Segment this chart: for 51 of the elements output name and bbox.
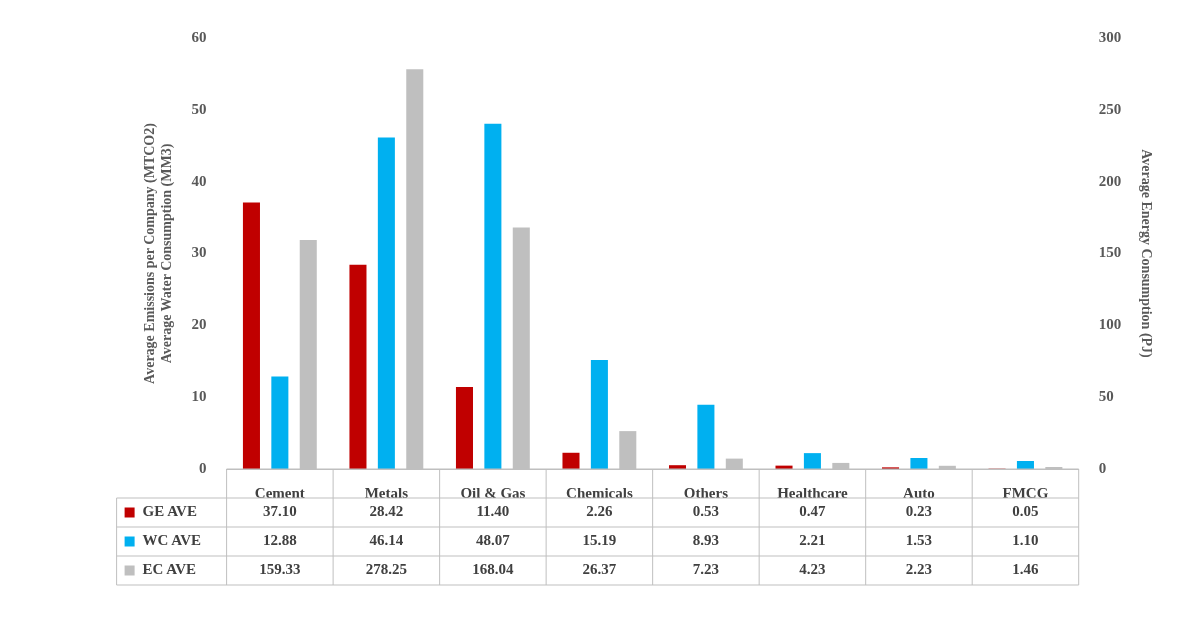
data-label: 28.42 — [369, 503, 404, 520]
y2-tick-label: 50 — [1098, 388, 1114, 405]
data-label: 2.23 — [905, 561, 933, 578]
y-axis-title: Average Emissions per Company (MTCO2) Average Water Consumption (MM3) — [142, 122, 175, 384]
data-label: 1.53 — [905, 532, 933, 549]
x-tick-label: Auto — [903, 484, 935, 501]
data-label: 48.07 — [476, 532, 511, 549]
y2-axis-title: Average Energy Consumption (PJ) — [1137, 149, 1154, 359]
legend-label: GE AVE — [142, 503, 197, 520]
data-label: 15.19 — [582, 532, 617, 549]
data-label: 4.23 — [799, 561, 826, 578]
data-label: 159.33 — [259, 561, 301, 578]
x-tick-label: Oil & Gas — [460, 484, 526, 501]
x-tick-label: FMCG — [1002, 484, 1049, 501]
legend-label: EC AVE — [142, 561, 197, 578]
data-label: 168.04 — [472, 561, 515, 578]
y-tick-label: 30 — [191, 244, 207, 261]
y2-tick-label: 200 — [1098, 172, 1122, 189]
data-label: 278.25 — [365, 561, 407, 578]
data-label: 0.05 — [1012, 503, 1039, 520]
data-label: 12.88 — [262, 532, 297, 549]
x-tick-label: Cement — [254, 484, 305, 501]
y-tick-label: 0 — [199, 459, 207, 476]
data-label: 26.37 — [582, 561, 617, 578]
x-tick-label: Chemicals — [566, 484, 633, 501]
data-label: 2.21 — [799, 532, 826, 549]
x-tick-label: Others — [683, 484, 729, 501]
data-label: 0.53 — [692, 503, 720, 520]
y2-tick-label: 250 — [1098, 100, 1122, 117]
data-label: 1.10 — [1012, 532, 1039, 549]
data-label: 1.46 — [1012, 561, 1040, 578]
y-tick-label: 40 — [191, 172, 207, 189]
x-tick-label: Healthcare — [777, 484, 849, 501]
data-label: 8.93 — [692, 532, 720, 549]
y2-tick-label: 0 — [1098, 459, 1107, 476]
y-tick-label: 60 — [191, 28, 207, 45]
y-tick-label: 20 — [191, 316, 207, 333]
legend-label: WC AVE — [142, 532, 202, 549]
data-label: 46.14 — [369, 532, 404, 549]
data-label: 2.26 — [586, 503, 614, 520]
data-label: 37.10 — [262, 503, 297, 520]
y-tick-label: 10 — [191, 388, 207, 405]
y2-tick-label: 300 — [1098, 28, 1122, 45]
y-tick-label: 50 — [191, 100, 207, 117]
data-label: 0.47 — [799, 503, 827, 520]
y2-tick-label: 150 — [1098, 244, 1122, 261]
x-tick-label: Metals — [364, 484, 409, 501]
data-label: 11.40 — [476, 503, 510, 520]
data-label: 7.23 — [692, 561, 720, 578]
data-label: 0.23 — [905, 503, 933, 520]
y2-tick-label: 100 — [1098, 316, 1122, 333]
